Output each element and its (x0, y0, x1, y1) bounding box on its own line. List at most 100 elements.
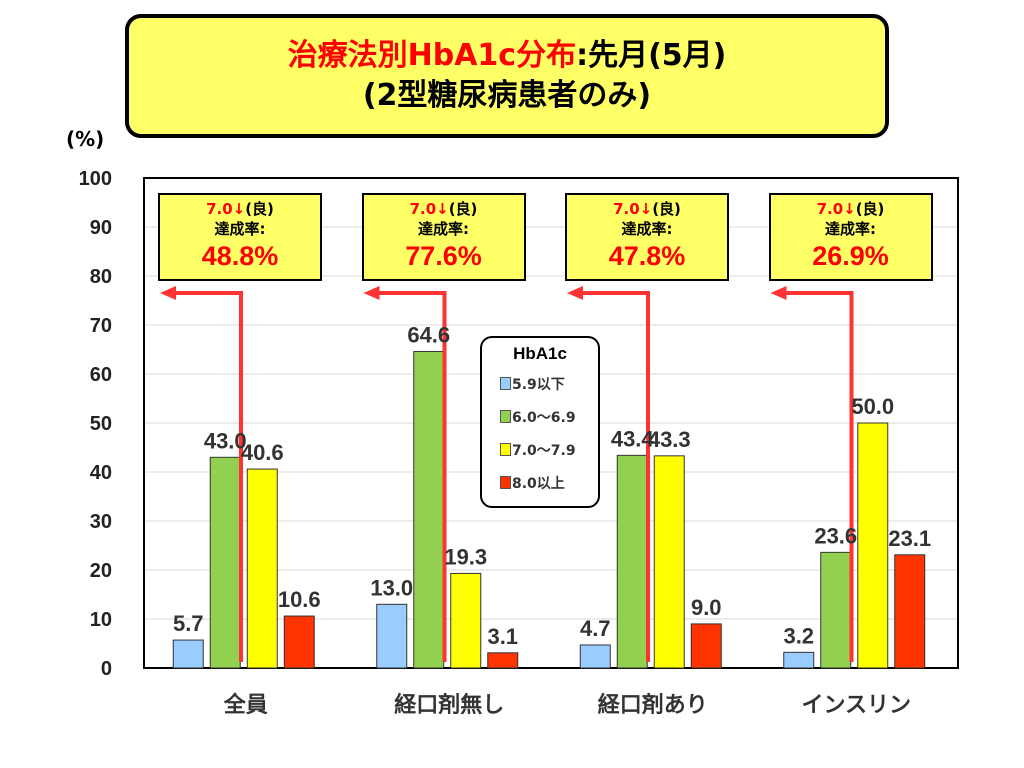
value-label: 23.1 (888, 526, 931, 551)
bar-0-1 (376, 603, 408, 669)
target-threshold: 7.0↓ (206, 200, 246, 218)
achievement-rate: 47.8% (608, 241, 686, 271)
value-label: 50.0 (851, 394, 894, 419)
value-label: 3.1 (487, 624, 518, 649)
chart-title-box: 治療法別HbA1c分布:先月(5月) (2型糖尿病患者のみ) (125, 14, 889, 138)
achievement-label: 達成率: (214, 220, 266, 238)
y-tick-label: 50 (90, 413, 112, 435)
x-category-label: 経口剤無し (394, 692, 504, 718)
chart-title-main: 治療法別HbA1c分布 (287, 38, 577, 73)
value-label: 13.0 (370, 575, 413, 600)
chart-subtitle: (2型糖尿病患者のみ) (362, 78, 652, 113)
achievement-arrow (172, 291, 243, 662)
value-label: 4.7 (580, 616, 611, 641)
y-tick-label: 90 (90, 217, 112, 239)
y-tick-label: 70 (90, 315, 112, 337)
achievement-rate: 26.9% (812, 241, 889, 271)
value-label: 23.6 (814, 523, 857, 548)
y-axis-unit: (%) (66, 127, 105, 151)
value-label: 43.3 (648, 427, 691, 452)
value-label: 9.0 (691, 595, 722, 620)
achievement-label: 達成率: (621, 220, 673, 238)
bar-1-3 (820, 551, 852, 669)
arrow-head (770, 286, 787, 300)
achievement-arrow (375, 291, 447, 662)
bar-3-2 (690, 623, 722, 669)
achievement-target: 7.0↓(良) (160, 199, 320, 219)
achievement-label: 達成率: (825, 220, 876, 238)
legend-label: 8.0以上 (512, 476, 565, 492)
bar-2-2 (653, 455, 685, 669)
bar-3-3 (894, 554, 926, 669)
x-category-label: 全員 (223, 692, 268, 718)
y-tick-label: 10 (90, 609, 112, 631)
arrow-head (567, 286, 583, 300)
bar-1-1 (413, 350, 445, 669)
target-quality: (良) (855, 200, 885, 218)
legend-item: 5.9以下 (500, 374, 565, 394)
y-tick-label: 40 (90, 462, 112, 484)
achievement-box: 7.0↓(良) 達成率: 77.6% (361, 193, 526, 281)
achievement-box: 7.0↓(良) 達成率: 48.8% (158, 193, 322, 281)
value-label: 40.6 (241, 440, 284, 465)
bar-0-0 (172, 639, 204, 669)
achievement-arrow (782, 291, 854, 662)
target-threshold: 7.0↓ (409, 200, 449, 218)
target-threshold: 7.0↓ (816, 200, 856, 218)
arrow-head (363, 286, 380, 300)
achievement-box: 7.0↓(良) 達成率: 47.8% (565, 193, 729, 281)
legend-label: 7.0〜7.9 (512, 443, 576, 459)
achievement-rate: 48.8% (201, 241, 279, 271)
target-quality: (良) (245, 200, 274, 218)
achievement-rate: 77.6% (405, 241, 482, 271)
legend-item: 6.0〜6.9 (500, 407, 576, 427)
value-label: 19.3 (444, 544, 487, 569)
bar-0-3 (783, 651, 815, 669)
achievement-label: 達成率: (418, 220, 469, 238)
x-category-label: 経口剤あり (598, 692, 708, 718)
chart-title: 治療法別HbA1c分布:先月(5月) (129, 36, 885, 76)
legend-swatch (500, 443, 511, 456)
achievement-target: 7.0↓(良) (567, 199, 727, 219)
target-threshold: 7.0↓ (613, 200, 653, 218)
achievement-box: 7.0↓(良) 達成率: 26.9% (768, 193, 933, 281)
achievement-arrow (579, 291, 650, 662)
chart-title-period: :先月(5月) (576, 38, 727, 73)
value-label: 43.4 (611, 426, 655, 451)
bar-2-3 (857, 422, 889, 669)
bar-2-1 (450, 572, 482, 669)
bar-1-2 (616, 454, 648, 669)
y-tick-label: 30 (90, 511, 112, 533)
legend-swatch (500, 377, 511, 390)
legend-swatch (500, 410, 511, 423)
y-tick-label: 20 (90, 560, 112, 582)
target-quality: (良) (652, 200, 681, 218)
legend: HbA1c 5.9以下 6.0〜6.9 7.0〜7.9 8.0以上 (480, 336, 600, 508)
value-label: 10.6 (278, 587, 321, 612)
legend-label: 5.9以下 (512, 377, 565, 393)
y-tick-label: 60 (90, 364, 112, 386)
legend-title: HbA1c (513, 344, 567, 363)
x-category-label: インスリン (801, 693, 911, 718)
value-label: 64.6 (407, 322, 450, 347)
y-tick-label: 80 (90, 266, 112, 288)
y-tick-label: 0 (101, 658, 112, 680)
arrow-head (160, 286, 176, 300)
achievement-target: 7.0↓(良) (364, 199, 524, 219)
achievement-target: 7.0↓(良) (771, 199, 931, 219)
bar-3-1 (487, 652, 519, 669)
target-quality: (良) (448, 200, 478, 218)
legend-swatch (500, 476, 511, 489)
bar-3-0 (283, 615, 315, 669)
legend-item: 7.0〜7.9 (500, 440, 576, 460)
legend-item: 8.0以上 (500, 473, 565, 493)
value-label: 3.2 (783, 623, 814, 648)
plot-area (143, 177, 959, 669)
bar-1-0 (209, 456, 241, 669)
legend-label: 6.0〜6.9 (512, 410, 576, 426)
value-label: 5.7 (173, 611, 204, 636)
value-label: 43.0 (204, 428, 247, 453)
bar-2-0 (246, 468, 278, 669)
y-tick-label: 100 (79, 168, 112, 190)
